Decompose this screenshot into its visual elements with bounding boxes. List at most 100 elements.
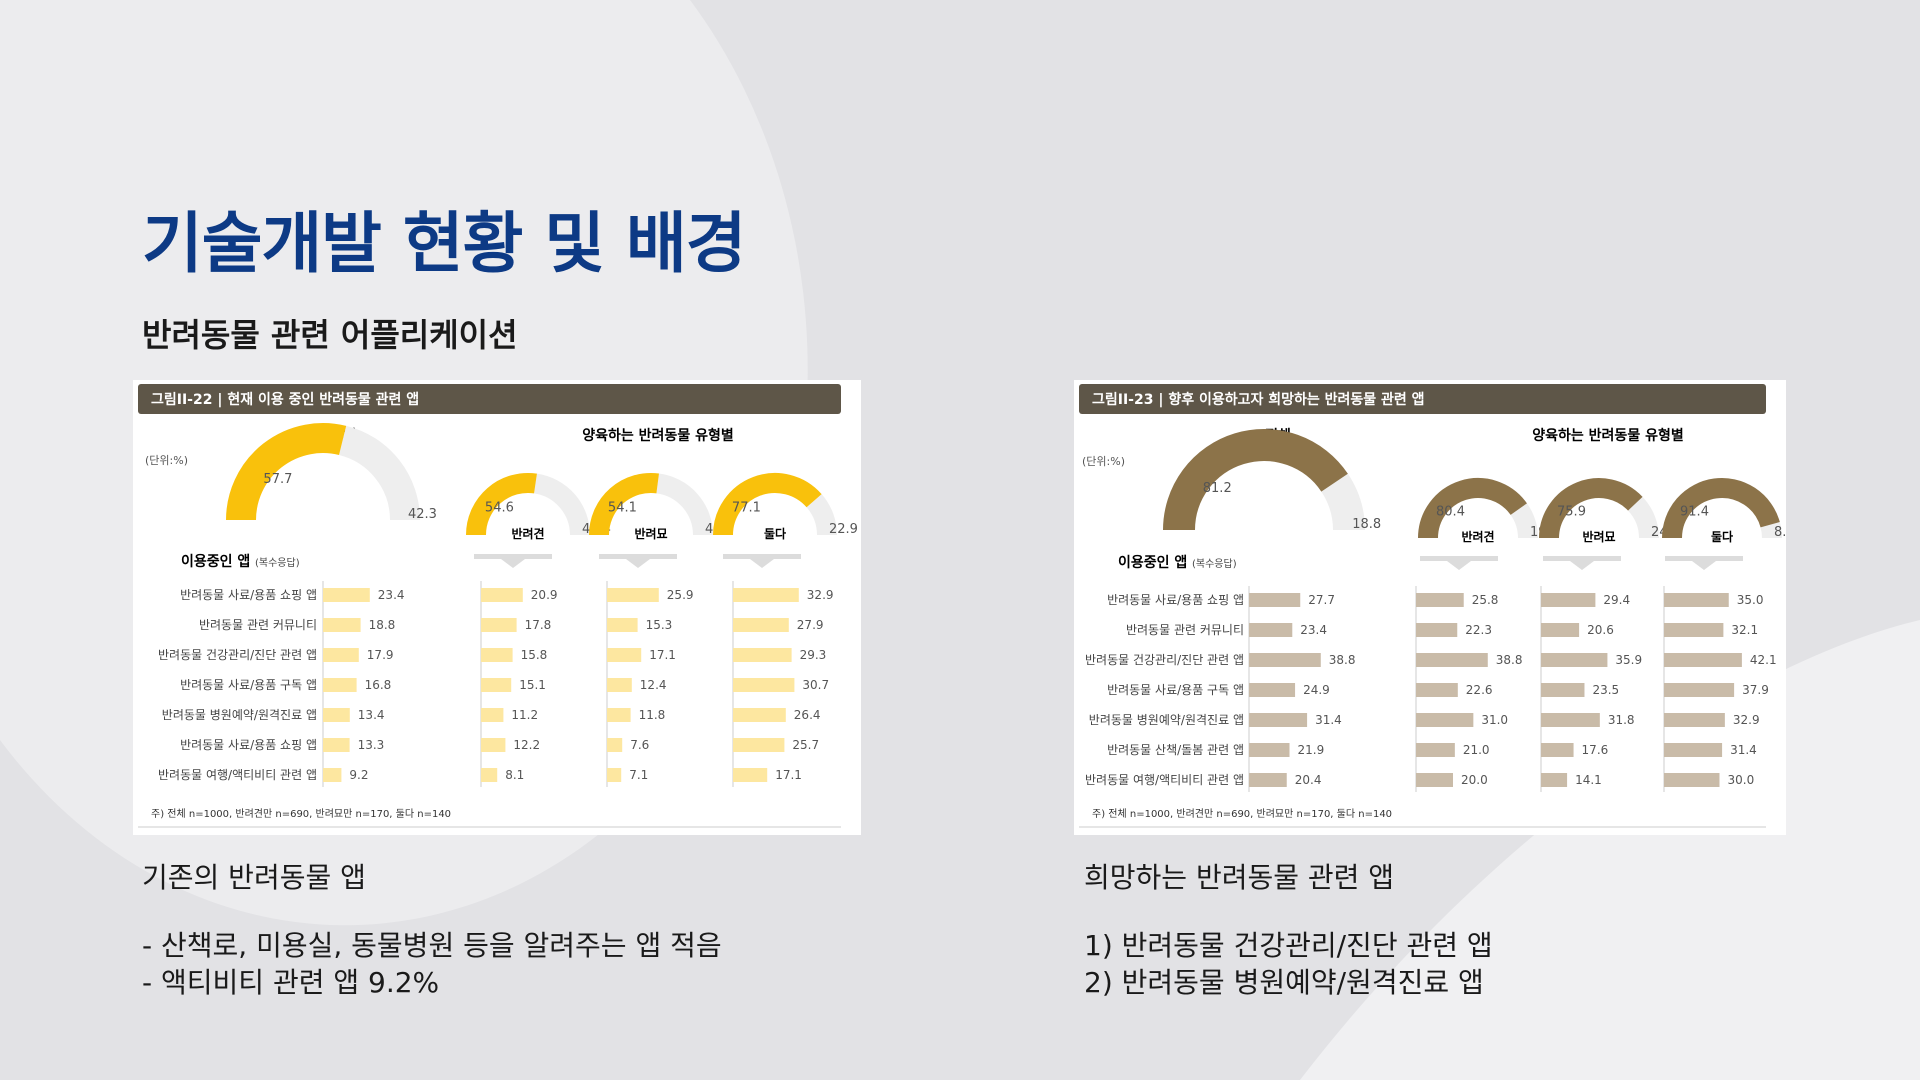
bar-value-both-6: 31.4 [1730, 743, 1757, 757]
gauge-fill-arc-cat [1539, 478, 1643, 539]
bar-value-both-2: 32.1 [1731, 623, 1758, 637]
bar-overall-6 [323, 738, 350, 752]
section-label: 이용중인 앱 [181, 553, 250, 570]
section-note: (복수응답) [255, 557, 300, 569]
bar-value-cat-6: 7.6 [630, 738, 649, 752]
bar-overall-3 [1249, 653, 1321, 667]
gauge-value-label-overall: 81.2 [1203, 481, 1232, 496]
bar-value-overall-7: 20.4 [1295, 773, 1322, 787]
gauge-value-label-cat: 54.1 [608, 501, 637, 516]
bar-value-dog-5: 31.0 [1481, 713, 1508, 727]
bar-cat-5 [1541, 713, 1600, 727]
category-label-4: 반려동물 사료/용품 구독 앱 [180, 678, 317, 692]
gauge-rest-label-overall: 18.8 [1352, 517, 1381, 532]
bar-value-overall-1: 27.7 [1308, 593, 1335, 607]
right-bullets: 1) 반려동물 건강관리/진단 관련 앱 2) 반려동물 병원예약/원격진료 앱 [1084, 927, 1493, 1001]
gauge-name-cat: 반려묘 [634, 526, 667, 541]
bar-value-cat-2: 20.6 [1587, 623, 1614, 637]
gauge-value-label-overall: 57.7 [263, 472, 292, 487]
gauge-rest-arc-cat [1627, 496, 1659, 539]
bar-cat-6 [1541, 743, 1574, 757]
gauge-rest-arc-both [1760, 522, 1782, 539]
bar-overall-1 [1249, 593, 1301, 607]
left-bullet-2: - 액티비티 관련 앱 9.2% [142, 966, 440, 999]
group-title: 양육하는 반려동물 유형별 [582, 427, 733, 444]
bar-value-both-6: 25.7 [792, 738, 819, 752]
bar-overall-2 [1249, 623, 1293, 637]
gauge-name-dog: 반려견 [1461, 529, 1494, 544]
gauge-rest-arc-both [806, 494, 838, 536]
section-subtitle: 반려동물 관련 어플리케이션 [142, 316, 518, 354]
bar-both-7 [1664, 773, 1720, 787]
category-label-2: 반려동물 관련 커뮤니티 [199, 618, 317, 632]
bar-cat-3 [607, 648, 642, 662]
bar-cat-7 [607, 768, 622, 782]
bar-value-dog-4: 22.6 [1466, 683, 1493, 697]
bar-value-overall-5: 31.4 [1315, 713, 1342, 727]
bar-cat-1 [607, 588, 659, 602]
left-caption: 기존의 반려동물 앱 [142, 861, 366, 894]
gauge-value-label-cat: 75.9 [1557, 505, 1586, 520]
bar-dog-2 [481, 618, 517, 632]
right-bullet-2: 2) 반려동물 병원예약/원격진료 앱 [1084, 966, 1484, 999]
bar-cat-4 [1541, 683, 1585, 697]
bar-value-dog-1: 25.8 [1472, 593, 1499, 607]
bar-value-dog-6: 21.0 [1463, 743, 1490, 757]
category-label-6: 반려동물 사료/용품 쇼핑 앱 [180, 738, 317, 752]
bar-value-both-2: 27.9 [797, 618, 824, 632]
gauge-rest-label-both: 8.6 [1774, 525, 1786, 540]
gauge-rest-arc-dog [533, 473, 591, 536]
down-arrow-cat [599, 554, 677, 568]
category-label-1: 반려동물 사료/용품 쇼핑 앱 [180, 588, 317, 602]
bar-value-both-7: 30.0 [1728, 773, 1755, 787]
gauge-name-both: 둘다 [1711, 529, 1733, 544]
figure-header-text: 그림II-23 | 향후 이용하고자 희망하는 반려동물 관련 앱 [1092, 391, 1425, 408]
category-label-6: 반려동물 산책/돌봄 관련 앱 [1107, 742, 1244, 757]
bar-overall-2 [323, 618, 361, 632]
bar-both-3 [1664, 653, 1742, 667]
category-label-1: 반려동물 사료/용품 쇼핑 앱 [1107, 593, 1244, 607]
gauge-rest-arc-overall [338, 425, 420, 521]
group-title: 양육하는 반려동물 유형별 [1532, 427, 1683, 444]
bar-both-3 [733, 648, 792, 662]
bar-value-cat-7: 7.1 [629, 768, 648, 782]
category-label-3: 반려동물 건강관리/진단 관련 앱 [1085, 653, 1244, 667]
bar-value-both-5: 26.4 [794, 708, 821, 722]
gauge-rest-arc-cat [655, 473, 713, 536]
category-label-5: 반려동물 병원예약/원격진료 앱 [1089, 712, 1244, 727]
bar-value-overall-7: 9.2 [349, 768, 368, 782]
gauge-fill-arc-dog [1418, 478, 1527, 539]
gauge-rest-arc-overall [1320, 473, 1365, 531]
bar-value-cat-6: 17.6 [1582, 743, 1609, 757]
gauge-rest-arc-dog [1510, 503, 1538, 539]
bar-overall-7 [1249, 773, 1287, 787]
bar-both-4 [1664, 683, 1735, 697]
bar-value-overall-2: 18.8 [369, 618, 396, 632]
down-arrow-both [1665, 556, 1743, 570]
right-bullet-1: 1) 반려동물 건강관리/진단 관련 앱 [1084, 929, 1493, 962]
figure-header-bar [138, 384, 841, 414]
page-title: 기술개발 현황 및 배경 [142, 205, 746, 282]
bar-value-cat-3: 17.1 [649, 648, 676, 662]
gauge-value-label-dog: 54.6 [485, 501, 514, 516]
category-label-4: 반려동물 사료/용품 구독 앱 [1107, 683, 1244, 697]
bar-value-both-5: 32.9 [1733, 713, 1760, 727]
bar-value-both-1: 32.9 [807, 588, 834, 602]
bar-both-5 [733, 708, 786, 722]
bar-both-5 [1664, 713, 1725, 727]
bar-value-both-3: 29.3 [800, 648, 827, 662]
gauge-value-label-both: 77.1 [732, 501, 761, 516]
category-label-7: 반려동물 여행/액티비티 관련 앱 [158, 767, 317, 782]
bar-value-cat-1: 29.4 [1603, 593, 1630, 607]
bar-both-4 [733, 678, 795, 692]
gauge-name-both: 둘다 [764, 526, 786, 541]
category-label-7: 반려동물 여행/액티비티 관련 앱 [1085, 772, 1244, 787]
bar-value-dog-4: 15.1 [519, 678, 546, 692]
bar-dog-6 [1416, 743, 1455, 757]
bar-value-dog-7: 8.1 [505, 768, 524, 782]
figure-desired-apps: 그림II-23 | 향후 이용하고자 희망하는 반려동물 관련 앱 (단위:%) 전… [1074, 380, 1786, 835]
bar-value-cat-5: 31.8 [1608, 713, 1635, 727]
sample-note: 주) 전체 n=1000, 반려견만 n=690, 반려묘만 n=170, 둘다… [151, 808, 451, 820]
section-note: (복수응답) [1192, 558, 1237, 570]
bar-dog-7 [1416, 773, 1453, 787]
